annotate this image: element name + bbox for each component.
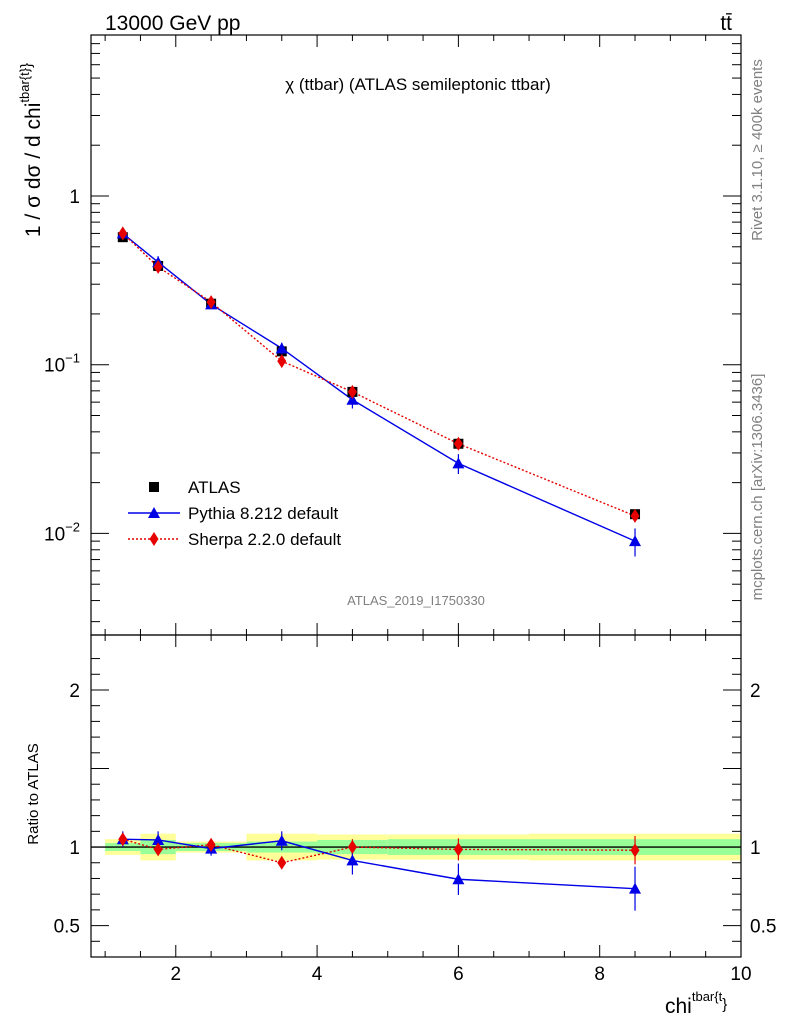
legend-label: Pythia 8.212 default bbox=[188, 504, 339, 523]
energy-label: 13000 GeV pp bbox=[105, 12, 240, 35]
svg-text:1 / σ dσ / d chitbar{t}}: 1 / σ dσ / d chitbar{t}} bbox=[17, 63, 45, 237]
legend-label: Sherpa 2.2.0 default bbox=[188, 530, 341, 549]
analysis-id: ATLAS_2019_I1750330 bbox=[347, 593, 485, 608]
ratio-y-tick-label: 0.5 bbox=[54, 917, 80, 938]
x-tick-label: 4 bbox=[312, 964, 323, 985]
sherpa-point bbox=[453, 436, 463, 451]
sherpa-ratio-point bbox=[453, 842, 463, 857]
y-tick-label: 10−2 bbox=[44, 519, 80, 545]
sherpa-point bbox=[277, 354, 287, 369]
pythia-point bbox=[629, 535, 642, 547]
legend-sherpa-marker bbox=[149, 532, 159, 546]
sherpa-point bbox=[630, 508, 640, 523]
main-ylabel-tail: } bbox=[18, 63, 35, 68]
ratio-y-tick-label: 2 bbox=[69, 681, 80, 702]
rivet-version: Rivet 3.1.10, ≥ 400k events bbox=[749, 59, 766, 241]
main-ylabel-sup: tbar{t} bbox=[17, 67, 32, 102]
sherpa-ratio-point bbox=[206, 837, 216, 852]
pythia-point bbox=[275, 342, 288, 354]
legend-label: ATLAS bbox=[188, 478, 241, 497]
legend-atlas-marker bbox=[149, 482, 159, 492]
pythia-ratio-point bbox=[346, 854, 359, 866]
xlabel: chitbar{t} bbox=[665, 989, 727, 1018]
sherpa-point bbox=[118, 226, 128, 241]
sherpa-line bbox=[122, 232, 636, 517]
sherpa-ratio-point bbox=[118, 832, 128, 847]
y-tick-label: 1 bbox=[69, 187, 80, 208]
pythia-ratio-point bbox=[275, 834, 288, 846]
x-tick-label: 10 bbox=[730, 964, 751, 985]
x-tick-label: 6 bbox=[453, 964, 464, 985]
legend-pythia-marker bbox=[148, 507, 160, 518]
ratio-y-tick-label-right: 0.5 bbox=[750, 917, 776, 938]
pythia-ratio-point bbox=[452, 873, 465, 885]
xlabel-text: chi bbox=[665, 995, 692, 1018]
plot-title: χ (ttbar) (ATLAS semileptonic ttbar) bbox=[285, 75, 551, 94]
sherpa-ratio-point bbox=[347, 840, 357, 855]
y-tick-label: 10−1 bbox=[44, 351, 80, 377]
ratio-ylabel: Ratio to ATLAS bbox=[25, 743, 42, 844]
sherpa-point bbox=[206, 295, 216, 310]
ratio-y-tick-label-right: 1 bbox=[750, 838, 761, 859]
pythia-point bbox=[346, 393, 359, 405]
x-tick-label: 8 bbox=[594, 964, 605, 985]
x-tick-label: 2 bbox=[170, 964, 181, 985]
xlabel-sup: tbar{t bbox=[692, 989, 723, 1004]
pythia-ratio-point bbox=[629, 882, 642, 894]
sherpa-ratio-point bbox=[277, 855, 287, 870]
main-ylabel-text: 1 / σ dσ / d chi bbox=[22, 103, 45, 237]
ratio-frame bbox=[90, 634, 742, 958]
sherpa-point bbox=[347, 384, 357, 399]
svg-text:chitbar{t}: chitbar{t} bbox=[665, 989, 727, 1018]
xlabel-tail: } bbox=[722, 996, 727, 1013]
sherpa-ratio-point bbox=[153, 842, 163, 857]
pythia-point bbox=[452, 457, 465, 469]
main-ylabel: 1 / σ dσ / d chitbar{t}} bbox=[17, 63, 45, 237]
mcplots-source: mcplots.cern.ch [arXiv:1306.3436] bbox=[749, 374, 766, 601]
pythia-ratio-point bbox=[152, 833, 165, 845]
sherpa-point bbox=[153, 259, 163, 274]
ratio-y-tick-label-right: 2 bbox=[750, 681, 761, 702]
sherpa-ratio-point bbox=[630, 843, 640, 858]
ratio-y-tick-label: 1 bbox=[69, 838, 80, 859]
process-label: tt̄ bbox=[720, 12, 732, 35]
